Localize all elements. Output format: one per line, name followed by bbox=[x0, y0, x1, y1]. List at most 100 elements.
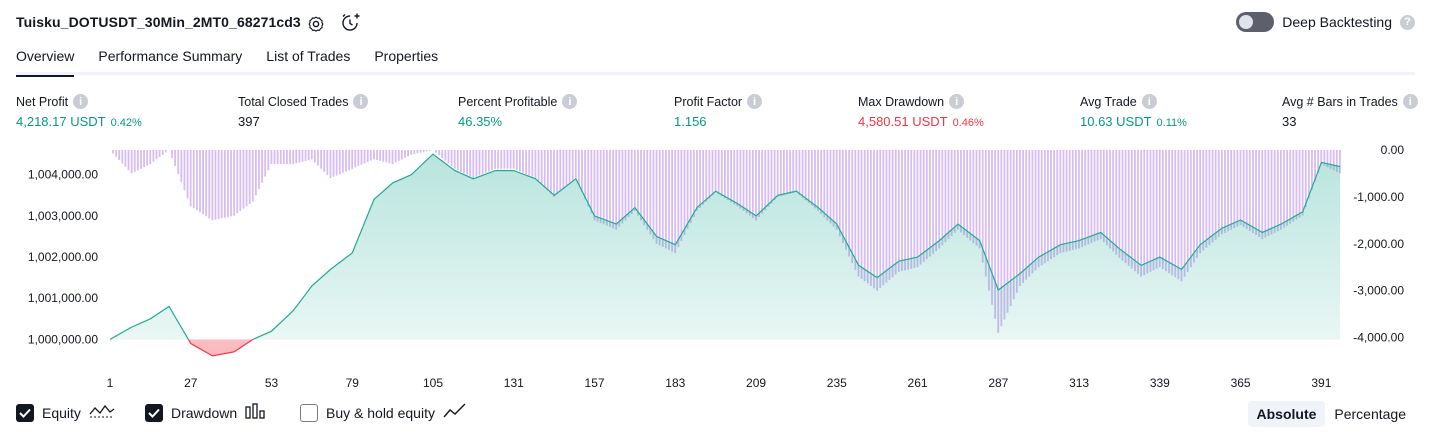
drawdown-bar bbox=[842, 150, 844, 244]
metric-profit-factor: Profit Factor i 1.156 bbox=[674, 94, 763, 129]
drawdown-bar bbox=[329, 150, 332, 179]
drawdown-bar bbox=[932, 150, 934, 254]
drawdown-bar bbox=[525, 150, 528, 175]
info-icon[interactable]: i bbox=[949, 94, 965, 109]
metric-max-drawdown: Max Drawdown i 4,580.51 USDT 0.46% bbox=[858, 94, 984, 129]
drawdown-bar bbox=[574, 150, 577, 179]
legend-equity[interactable]: Equity bbox=[16, 403, 115, 422]
info-icon[interactable]: i bbox=[73, 94, 89, 109]
drawdown-bar bbox=[1233, 150, 1236, 229]
info-icon[interactable]: i bbox=[747, 94, 763, 109]
drawdown-bars bbox=[112, 150, 1341, 333]
drawdown-bar bbox=[146, 150, 149, 166]
drawdown-bar bbox=[338, 150, 341, 175]
drawdown-bar bbox=[261, 150, 263, 183]
equity-line bbox=[109, 153, 1341, 340]
tab-overview[interactable]: Overview bbox=[16, 48, 75, 77]
drawdown-bar bbox=[584, 150, 587, 200]
deep-backtesting-toggle[interactable] bbox=[1236, 12, 1275, 32]
drawdown-bar bbox=[1062, 150, 1065, 253]
drawdown-checkbox[interactable] bbox=[145, 403, 163, 422]
drawdown-bar bbox=[1186, 150, 1189, 272]
equity-drawdown-chart[interactable]: 1,000,000.00 1,001,000.00 1,002,000.00 1,00… bbox=[0, 140, 1431, 390]
help-icon[interactable]: ? bbox=[1400, 14, 1415, 30]
scale-toggle: Absolute Percentage bbox=[1247, 401, 1416, 427]
drawdown-bar bbox=[236, 150, 239, 214]
drawdown-bar bbox=[643, 150, 646, 226]
drawdown-bar bbox=[609, 150, 611, 228]
x-tick: 183 bbox=[665, 376, 685, 390]
info-icon[interactable]: i bbox=[1141, 94, 1157, 109]
drawdown-bar bbox=[528, 150, 531, 176]
drawdown-bar bbox=[627, 150, 630, 218]
drawdown-bar bbox=[913, 150, 916, 269]
drawdown-bar bbox=[1227, 150, 1229, 232]
drawdown-bar bbox=[354, 150, 357, 168]
tab-properties[interactable]: Properties bbox=[374, 48, 439, 64]
drawdown-bar bbox=[578, 150, 580, 186]
drawdown-bar bbox=[394, 150, 397, 163]
info-icon[interactable]: i bbox=[353, 94, 369, 109]
tab-divider bbox=[16, 72, 1415, 75]
drawdown-bar bbox=[273, 150, 276, 165]
drawdown-bar bbox=[897, 150, 900, 272]
drawdown-bar bbox=[1289, 150, 1292, 224]
drawdown-bar bbox=[1279, 150, 1282, 230]
y-axis-left: 1,000,000.00 1,001,000.00 1,002,000.00 1,00… bbox=[28, 168, 98, 347]
drawdown-bar bbox=[786, 150, 788, 195]
x-tick: 287 bbox=[988, 376, 1008, 390]
equity-checkbox[interactable] bbox=[16, 403, 34, 422]
info-icon[interactable]: i bbox=[1402, 94, 1418, 109]
drawdown-bar bbox=[904, 150, 906, 271]
drawdown-bar bbox=[1109, 150, 1111, 249]
drawdown-bar bbox=[829, 150, 832, 224]
drawdown-bar bbox=[481, 150, 484, 175]
drawdown-bar bbox=[286, 150, 288, 165]
drawdown-bar bbox=[978, 150, 981, 249]
drawdown-bar bbox=[571, 150, 574, 181]
drawdown-bar bbox=[1115, 150, 1118, 255]
drawdown-bar bbox=[1252, 150, 1254, 234]
metric-value: 33 bbox=[1282, 114, 1297, 129]
add-alert-icon[interactable] bbox=[339, 12, 361, 34]
drawdown-bar bbox=[357, 150, 360, 167]
buy-hold-checkbox[interactable] bbox=[300, 403, 318, 422]
drawdown-bar bbox=[804, 150, 807, 201]
drawdown-bar bbox=[1267, 150, 1270, 236]
drawdown-bar bbox=[1093, 150, 1096, 242]
drawdown-bar bbox=[199, 150, 201, 213]
drawdown-bar bbox=[345, 150, 347, 172]
percentage-button[interactable]: Percentage bbox=[1334, 406, 1406, 422]
drawdown-bar bbox=[369, 150, 372, 161]
info-icon[interactable]: i bbox=[562, 94, 578, 109]
drawdown-bar bbox=[314, 150, 316, 163]
drawdown-bar bbox=[248, 150, 251, 204]
absolute-button[interactable]: Absolute bbox=[1247, 401, 1326, 427]
legend-buy-hold[interactable]: Buy & hold equity bbox=[300, 403, 467, 422]
drawdown-bar bbox=[1261, 150, 1264, 240]
drawdown-bar bbox=[969, 150, 972, 241]
drawdown-bar bbox=[925, 150, 928, 260]
y-left-tick: 1,003,000.00 bbox=[28, 209, 98, 223]
legend-drawdown[interactable]: Drawdown bbox=[145, 403, 267, 422]
drawdown-bar bbox=[332, 150, 335, 177]
drawdown-bar bbox=[1143, 150, 1146, 276]
metric-label: Max Drawdown bbox=[858, 94, 945, 109]
drawdown-bar bbox=[441, 150, 444, 159]
drawdown-bar bbox=[929, 150, 931, 257]
tab-list-of-trades[interactable]: List of Trades bbox=[266, 48, 351, 64]
drawdown-bar bbox=[823, 150, 826, 218]
drawdown-bar bbox=[1165, 150, 1167, 272]
tab-performance-summary[interactable]: Performance Summary bbox=[98, 48, 243, 64]
drawdown-bar bbox=[593, 150, 596, 221]
drawdown-bar bbox=[621, 150, 624, 224]
drawdown-bar bbox=[773, 150, 776, 201]
settings-icon[interactable] bbox=[305, 13, 327, 35]
drawdown-bar bbox=[960, 150, 962, 233]
x-tick: 53 bbox=[265, 376, 279, 390]
drawdown-bar bbox=[1217, 150, 1220, 238]
drawdown-bar bbox=[779, 150, 782, 197]
drawdown-bar bbox=[860, 150, 863, 279]
drawdown-bar bbox=[633, 150, 636, 211]
x-tick: 235 bbox=[827, 376, 847, 390]
